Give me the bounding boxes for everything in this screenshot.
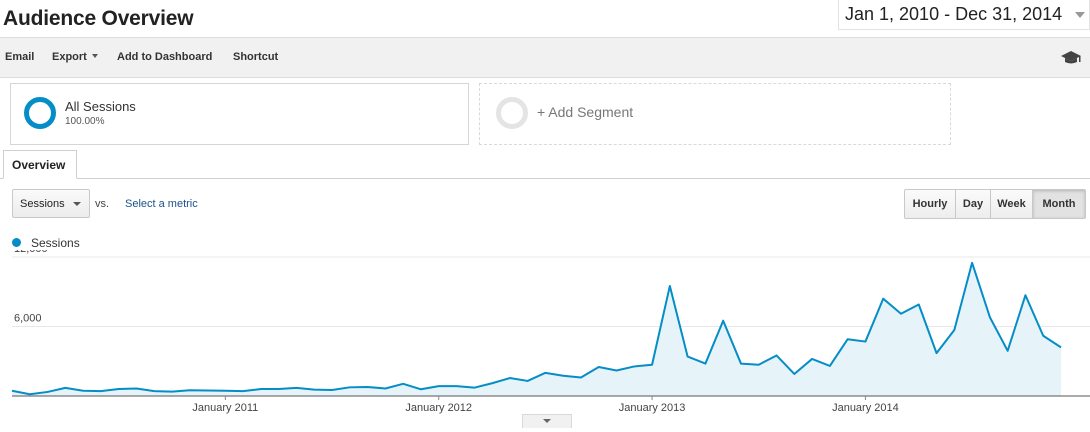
segment-percent: 100.00%	[65, 116, 105, 127]
vs-label: vs.	[95, 198, 110, 210]
x-tick-label: January 2011	[192, 402, 258, 414]
add-segment-button[interactable]: + Add Segment	[479, 83, 951, 145]
export-button[interactable]: Export	[52, 51, 98, 63]
granularity-toggle: Hourly Day Week Month	[904, 189, 1086, 219]
series-line	[11, 261, 1062, 396]
x-tick-label: January 2014	[832, 402, 899, 414]
metric-select-label: Sessions	[20, 198, 65, 210]
y-tick-label: 12,000	[14, 250, 48, 255]
hourly-button[interactable]: Hourly	[905, 190, 956, 218]
segment-ring-icon	[24, 97, 56, 129]
legend-label: Sessions	[31, 236, 80, 250]
chart-expand-handle[interactable]	[522, 414, 572, 428]
x-tick-label: January 2012	[405, 402, 472, 414]
chevron-down-icon	[91, 54, 98, 59]
report-toolbar: Email Export Add to Dashboard Shortcut	[0, 37, 1090, 78]
tab-overview[interactable]: Overview	[3, 150, 77, 179]
page-title: Audience Overview	[3, 7, 194, 30]
metric-select[interactable]: Sessions	[12, 189, 90, 218]
export-label: Export	[52, 51, 87, 63]
series-area	[12, 262, 1061, 396]
month-button[interactable]: Month	[1033, 190, 1085, 218]
graduation-cap-icon[interactable]	[1060, 50, 1082, 66]
chevron-down-icon	[543, 419, 551, 423]
segment-all-sessions[interactable]: All Sessions 100.00%	[10, 83, 469, 145]
segment-ring-icon	[496, 97, 528, 129]
sessions-chart: 12,000 6,000 January 2011 January 2012 Janua…	[11, 250, 1090, 414]
add-segment-label: + Add Segment	[537, 104, 634, 120]
week-button[interactable]: Week	[991, 190, 1033, 218]
date-range-label: Jan 1, 2010 - Dec 31, 2014	[845, 4, 1063, 24]
shortcut-button[interactable]: Shortcut	[233, 51, 279, 63]
x-tick-label: January 2013	[619, 402, 686, 414]
date-range-picker[interactable]: Jan 1, 2010 - Dec 31, 2014	[838, 0, 1090, 30]
email-button[interactable]: Email	[5, 51, 35, 63]
add-to-dashboard-button[interactable]: Add to Dashboard	[117, 51, 213, 63]
y-tick-label: 6,000	[14, 313, 42, 325]
tab-divider	[0, 178, 1090, 179]
segment-name: All Sessions	[65, 99, 136, 114]
chevron-down-icon	[73, 202, 81, 206]
chevron-down-icon[interactable]	[1075, 12, 1085, 18]
select-metric-link[interactable]: Select a metric	[125, 198, 198, 210]
legend-dot-icon	[12, 238, 21, 247]
day-button[interactable]: Day	[956, 190, 991, 218]
